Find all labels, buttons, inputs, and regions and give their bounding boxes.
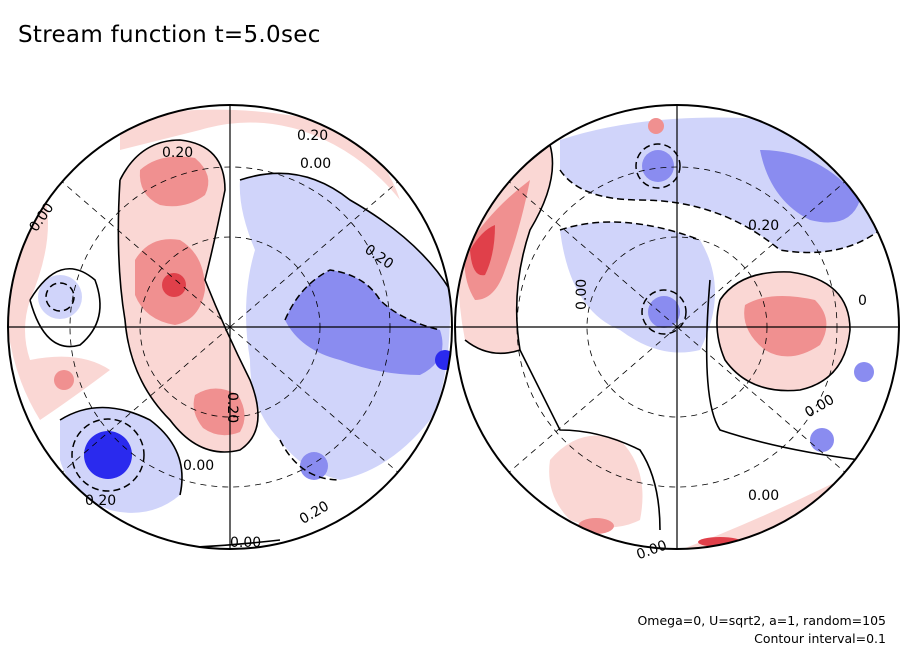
right-negative-east-rim	[854, 362, 874, 382]
footer: Omega=0, U=sqrt2, a=1, random=105 Contou…	[637, 612, 886, 648]
left-negative-rim-east	[435, 350, 452, 370]
right-negative-north-mid	[760, 150, 860, 223]
left-label-3: 0.00	[300, 156, 331, 172]
left-rim-positive-top	[120, 109, 400, 200]
right-positive-south	[549, 435, 643, 528]
right-negative-east-small	[810, 428, 834, 452]
plot-title: Stream function t=5.0sec	[18, 22, 321, 48]
left-positive-lower-core	[193, 388, 245, 436]
left-negative-core	[84, 431, 132, 479]
left-negative-east-mid	[285, 270, 443, 375]
left-hemisphere: 0.20 0.20 0.00 0.00 0.20 0.20 0.00 0.20 …	[7, 104, 453, 551]
right-outline	[454, 104, 900, 550]
left-positive-top-core	[139, 156, 209, 207]
right-negative-north-core	[642, 150, 674, 182]
left-axes	[8, 105, 452, 549]
left-rim-positive-left	[8, 180, 110, 420]
right-negative-center-core	[648, 296, 680, 328]
right-positive-east-mid	[744, 296, 827, 357]
right-label-1: 0.20	[748, 218, 779, 234]
left-label-2: 0.20	[297, 128, 328, 144]
right-positive-top-small	[648, 118, 664, 134]
right-positive-south-core	[578, 518, 614, 534]
right-hemisphere: 0.20 0.00 0.00 0.00 0.00 0	[454, 104, 900, 563]
left-positive-peak	[162, 273, 186, 297]
left-negative-south-small	[300, 452, 328, 480]
right-negative-north	[560, 117, 880, 253]
right-label-4: 0.00	[748, 488, 779, 504]
footer-contour-interval: Contour interval=0.1	[754, 631, 886, 646]
footer-params: Omega=0, U=sqrt2, a=1, random=105	[637, 613, 886, 628]
left-positive-small	[54, 370, 74, 390]
left-outline	[7, 104, 453, 550]
left-dashed-contours	[45, 269, 441, 492]
right-dashed-contours	[559, 143, 881, 335]
left-label-7: 0.00	[183, 458, 214, 474]
left-label-10: 0.00	[230, 535, 261, 551]
left-label-6: 0.20	[224, 392, 240, 423]
right-positive-west-core	[470, 225, 495, 276]
left-label-8: 0.20	[85, 493, 116, 509]
right-label-2: 0.00	[574, 279, 590, 310]
left-label-1: 0.20	[162, 145, 193, 161]
right-label-6: 0	[858, 293, 867, 309]
right-axes	[455, 105, 899, 549]
